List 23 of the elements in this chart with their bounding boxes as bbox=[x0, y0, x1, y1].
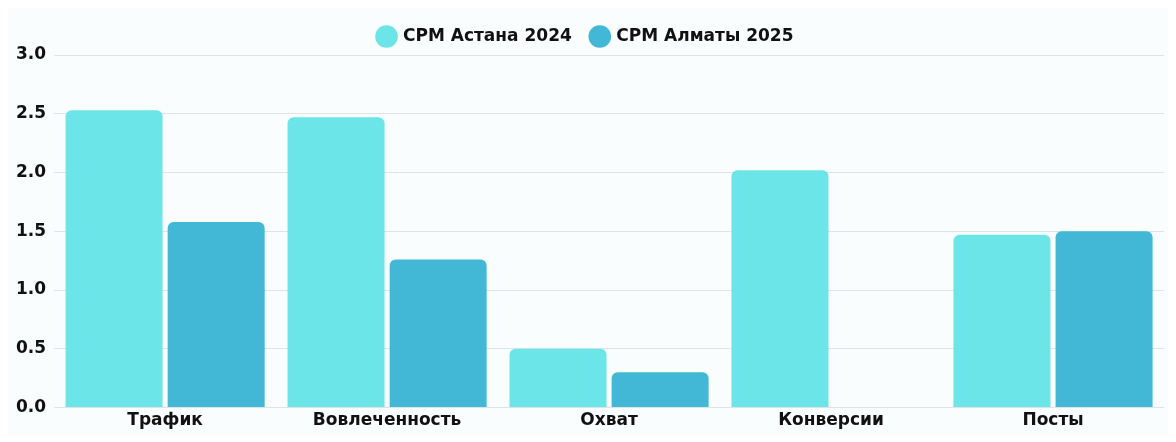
y-tick-label: 0.5 bbox=[15, 337, 47, 358]
x-tick-label: Охват bbox=[580, 409, 638, 430]
bar bbox=[389, 259, 487, 408]
legend-label: CPM Алматы 2025 bbox=[616, 24, 794, 45]
y-tick-label: 1.0 bbox=[15, 278, 47, 299]
y-tick-label: 2.5 bbox=[15, 102, 47, 123]
x-tick-label: Трафик bbox=[127, 409, 204, 430]
bar bbox=[509, 348, 607, 408]
y-tick-label: 3.0 bbox=[15, 43, 47, 64]
y-tick-label: 0.0 bbox=[15, 396, 47, 417]
x-tick-label: Конверсии bbox=[778, 409, 884, 430]
x-tick-label: Посты bbox=[1022, 409, 1084, 430]
bar bbox=[287, 117, 385, 408]
x-tick-label: Вовлеченность bbox=[312, 409, 462, 430]
bar bbox=[953, 234, 1051, 408]
y-tick-label: 1.5 bbox=[15, 219, 47, 240]
legend-label: CPM Астана 2024 bbox=[403, 24, 572, 45]
bar bbox=[731, 170, 829, 408]
bar bbox=[611, 372, 709, 408]
bar bbox=[1055, 231, 1153, 408]
bar bbox=[65, 110, 163, 408]
bar bbox=[167, 221, 265, 408]
y-tick-label: 2.0 bbox=[15, 160, 47, 181]
